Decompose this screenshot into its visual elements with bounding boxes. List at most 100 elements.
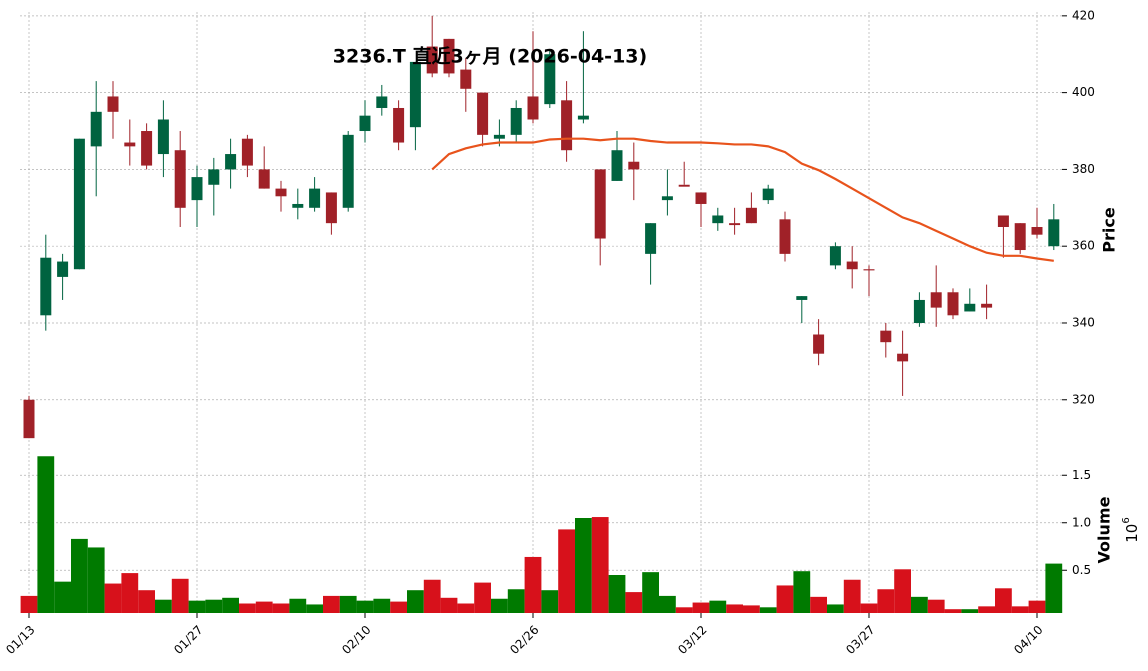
candle-body bbox=[1014, 223, 1026, 251]
candle-body bbox=[527, 96, 539, 120]
candle-body bbox=[393, 107, 405, 143]
volume-bar bbox=[709, 600, 727, 613]
volume-bar bbox=[205, 599, 223, 613]
x-tick-label: 02/26 bbox=[507, 623, 541, 657]
volume-bar bbox=[323, 595, 340, 613]
volume-bar bbox=[927, 599, 945, 613]
candle-body bbox=[981, 303, 993, 308]
volume-bar bbox=[239, 603, 256, 613]
candle-body bbox=[695, 192, 707, 204]
y-tick-label: 400 bbox=[1072, 85, 1095, 99]
volume-bar bbox=[121, 573, 139, 613]
volume-bar bbox=[995, 588, 1012, 613]
candle-body bbox=[1048, 219, 1060, 247]
volume-bar bbox=[726, 604, 743, 613]
volume-bar bbox=[894, 569, 911, 613]
candle-body bbox=[846, 261, 858, 270]
candle-body bbox=[73, 138, 85, 270]
candle-body bbox=[1031, 227, 1043, 235]
volume-bar bbox=[407, 590, 424, 613]
volume-bar bbox=[642, 572, 659, 613]
candle-body bbox=[577, 115, 589, 120]
chart-title: 3236.T 直近3ヶ月 (2026-04-13) bbox=[333, 45, 647, 68]
volume-bar bbox=[675, 607, 693, 613]
candle-body bbox=[477, 92, 489, 135]
candle-body bbox=[443, 38, 455, 74]
candle-body bbox=[241, 138, 253, 166]
candle-body bbox=[813, 334, 825, 354]
candle-body bbox=[191, 177, 203, 201]
volume-bar bbox=[373, 598, 391, 613]
candle-body bbox=[947, 292, 959, 316]
candle-body bbox=[309, 188, 321, 208]
volume-bar bbox=[423, 579, 441, 613]
volume-bar bbox=[20, 595, 38, 613]
volume-bar bbox=[222, 597, 239, 613]
x-tick-label: 01/13 bbox=[3, 623, 37, 657]
volume-bar bbox=[759, 607, 777, 613]
ma-line bbox=[431, 137, 1054, 262]
candle-body bbox=[678, 184, 690, 187]
candle-body bbox=[880, 330, 892, 343]
candle-body bbox=[594, 169, 606, 239]
volume-bar bbox=[356, 600, 374, 613]
volume-bar bbox=[474, 582, 491, 613]
candle-body bbox=[745, 207, 757, 224]
volume-bar bbox=[255, 601, 273, 613]
x-tick-label: 03/27 bbox=[843, 623, 877, 657]
candle-body bbox=[913, 299, 925, 323]
candle-body bbox=[645, 223, 657, 254]
candle-body bbox=[124, 142, 136, 147]
candle-body bbox=[460, 69, 472, 89]
candle-body bbox=[997, 215, 1009, 227]
candle-body bbox=[409, 61, 421, 128]
volume-bar bbox=[339, 595, 357, 613]
y-tick-label: 340 bbox=[1072, 315, 1095, 329]
candle-body bbox=[611, 150, 623, 181]
volume-bar bbox=[155, 599, 172, 613]
candle-body bbox=[796, 296, 808, 300]
y-tick-label: 420 bbox=[1072, 8, 1095, 22]
volume-bar bbox=[608, 575, 626, 613]
volume-bar bbox=[524, 556, 542, 613]
candle-body bbox=[426, 46, 438, 74]
x-tick-label: 01/27 bbox=[171, 623, 205, 657]
y-tick-label: 360 bbox=[1072, 239, 1095, 253]
y-tick-label: 1.5 bbox=[1072, 468, 1091, 482]
candle-body bbox=[712, 215, 724, 224]
volume-bar bbox=[138, 590, 155, 613]
volume-bar bbox=[306, 604, 323, 613]
candle-body bbox=[174, 150, 186, 208]
volume-bar bbox=[591, 517, 609, 613]
candle-body bbox=[779, 219, 791, 254]
volume-bar bbox=[171, 578, 189, 613]
volume-bar bbox=[37, 456, 55, 613]
volume-bar bbox=[87, 547, 105, 613]
candle-body bbox=[510, 107, 522, 135]
candle-body bbox=[930, 292, 942, 308]
candle-body bbox=[141, 131, 153, 166]
volume-bar bbox=[1045, 563, 1063, 613]
volume-bar bbox=[440, 597, 458, 613]
volume-bar bbox=[104, 583, 122, 613]
volume-bar bbox=[743, 605, 760, 613]
candle-body bbox=[376, 96, 388, 108]
y-tick-label: 380 bbox=[1072, 162, 1095, 176]
candle-body bbox=[359, 115, 371, 132]
volume-bar bbox=[625, 592, 643, 613]
candle-body bbox=[157, 119, 169, 155]
volume-bar bbox=[541, 590, 559, 613]
volume-bar bbox=[860, 603, 878, 613]
volume-bar bbox=[827, 604, 844, 613]
candle-body bbox=[729, 223, 741, 226]
candle-body bbox=[829, 246, 841, 266]
volume-bar bbox=[54, 581, 71, 613]
volume-bar bbox=[575, 518, 592, 613]
volume-bar bbox=[978, 606, 995, 613]
y-tick-label: 320 bbox=[1072, 392, 1095, 406]
volume-bar bbox=[558, 529, 575, 613]
volume-bar bbox=[944, 609, 962, 613]
volume-bar bbox=[659, 595, 676, 613]
volume-bar bbox=[491, 598, 508, 613]
exponent-base: 10 bbox=[1123, 524, 1141, 543]
